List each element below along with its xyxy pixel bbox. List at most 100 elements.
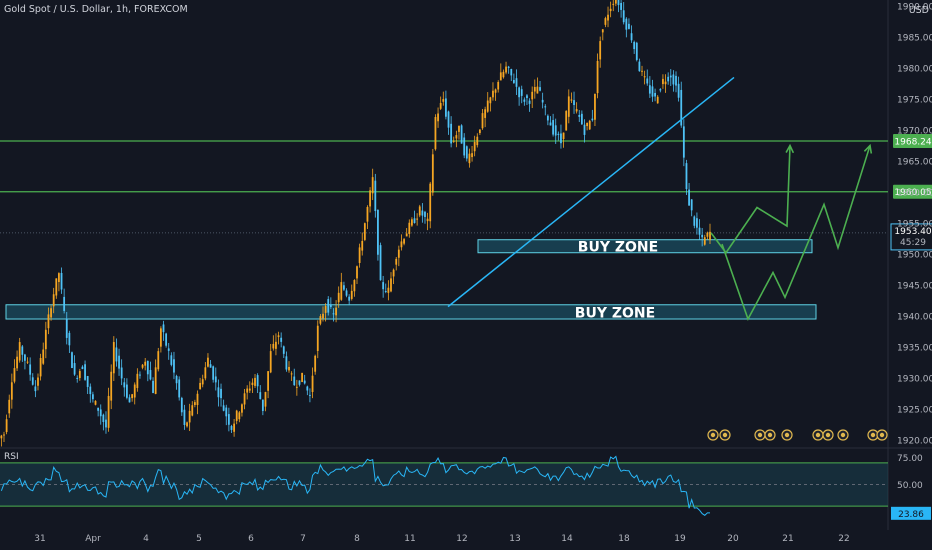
candle-body — [408, 222, 411, 234]
price-axis[interactable]: 1990.00 1985.00 1980.00 1975.00 1970.00 1965.… — [897, 3, 932, 447]
candle-body — [698, 227, 701, 235]
rsi-line — [0, 455, 711, 516]
candle-body — [601, 29, 604, 33]
candle-body — [76, 377, 79, 379]
candle-body — [173, 359, 175, 373]
candle-body — [654, 93, 656, 97]
candle-body — [24, 354, 26, 361]
candle-body — [71, 352, 73, 368]
candle-body — [669, 75, 672, 78]
candle-body — [473, 142, 476, 152]
candle-body — [280, 337, 283, 342]
candle-body — [361, 240, 364, 251]
level-price-tag — [893, 133, 932, 148]
candle-body — [442, 99, 445, 102]
candle-body — [340, 282, 343, 300]
candle-body — [709, 231, 711, 241]
candle-body — [154, 367, 157, 394]
candle-body — [47, 314, 50, 329]
time-tick-label: 11 — [404, 534, 415, 544]
candle-body — [450, 123, 453, 144]
candle-body — [625, 18, 628, 30]
event-marker-dot — [870, 432, 876, 438]
currency-label[interactable]: USD — [908, 5, 929, 16]
candle-body — [10, 382, 13, 400]
candle-body — [60, 272, 63, 290]
symbol-header[interactable]: Gold Spot / U.S. Dollar, 1h, FOREXCOM — [4, 4, 188, 15]
candle-body — [567, 96, 570, 117]
candle-body — [580, 113, 583, 125]
candle-body — [356, 266, 358, 279]
candle-body — [476, 136, 479, 146]
candle-body — [672, 74, 675, 85]
candle-body — [656, 96, 659, 104]
price-tick-label: 1975.00 — [897, 96, 932, 106]
candle-body — [191, 405, 194, 416]
candle-body — [583, 124, 586, 135]
time-tick-label: 6 — [248, 534, 254, 544]
current-price-label: 1953.40 — [894, 227, 931, 237]
candle-body — [520, 89, 523, 96]
price-tick-label: 1970.00 — [897, 127, 932, 137]
candle-body — [295, 386, 298, 388]
trendline — [447, 76, 735, 308]
candle-body — [298, 380, 301, 385]
candle-body — [604, 18, 607, 25]
candle-body — [664, 81, 667, 85]
candle-body — [682, 126, 685, 158]
candle-body — [152, 380, 154, 393]
candle-body — [214, 376, 217, 383]
candle-body — [180, 397, 183, 413]
candle-body — [52, 294, 55, 307]
time-tick-label: 19 — [674, 534, 686, 544]
time-axis[interactable]: 31 Apr 4 5 6 7 8 11 12 13 14 18 19 20 21 22 — [34, 534, 849, 544]
candle-body — [227, 414, 230, 425]
price-tick-label: 1985.00 — [897, 34, 932, 44]
price-tick-label: 1965.00 — [897, 158, 932, 168]
candle-body — [183, 409, 186, 426]
buy-zone-label: BUY ZONE — [578, 240, 658, 256]
candle-body — [478, 129, 481, 134]
candle-body — [204, 367, 207, 379]
candle-body — [16, 356, 18, 369]
candle-body — [523, 99, 526, 102]
candle-body — [84, 364, 86, 380]
rsi-tick-label: 50.00 — [897, 481, 923, 491]
candle-body — [290, 373, 293, 375]
candle-body — [141, 364, 144, 368]
candle-body — [89, 386, 92, 395]
candle-body — [573, 100, 575, 105]
candle-body — [395, 258, 398, 265]
candle-body — [628, 23, 630, 29]
candle-body — [149, 370, 152, 380]
candle-body — [502, 71, 505, 78]
candle-body — [646, 78, 649, 84]
candle-body — [484, 109, 487, 118]
candle-body — [68, 332, 71, 346]
candle-body — [411, 219, 413, 226]
level-price-tag — [893, 184, 932, 199]
candle-body — [220, 388, 222, 399]
candle-body — [400, 241, 403, 248]
candle-body — [363, 223, 366, 240]
candle-body — [688, 189, 690, 206]
candle-body — [648, 85, 651, 94]
candle-body — [552, 120, 555, 135]
buy-zones: BUY ZONE BUY ZONE — [5, 239, 817, 321]
candle-body — [494, 89, 497, 93]
event-marker-dot — [722, 432, 728, 438]
candle-body — [335, 307, 337, 316]
candle-body — [107, 395, 110, 428]
candle-body — [431, 154, 434, 193]
candle-body — [235, 410, 238, 421]
candle-body — [421, 210, 424, 216]
price-tick-label: 1930.00 — [897, 374, 932, 384]
candle-body — [486, 100, 489, 112]
event-marker-dot — [840, 432, 846, 438]
event-markers[interactable] — [707, 429, 888, 441]
candle-body — [209, 364, 212, 368]
candle-body — [526, 95, 528, 99]
